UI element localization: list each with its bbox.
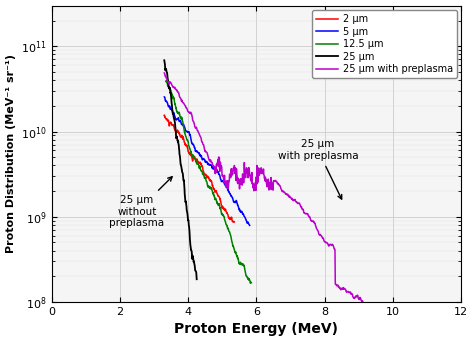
5 μm <box>212 166 218 170</box>
25 μm with preplasma <box>198 135 203 139</box>
12.5 μm <box>248 281 254 285</box>
12.5 μm <box>163 79 169 83</box>
12.5 μm <box>241 263 246 267</box>
5 μm <box>212 167 218 171</box>
2 μm <box>231 220 237 224</box>
25 μm with preplasma <box>366 310 372 314</box>
25 μm with preplasma <box>316 231 321 235</box>
12.5 μm <box>164 79 169 83</box>
12.5 μm <box>236 257 241 261</box>
Line: 12.5 μm: 12.5 μm <box>166 81 251 283</box>
5 μm <box>233 198 239 202</box>
25 μm <box>188 248 194 252</box>
25 μm <box>180 171 185 175</box>
2 μm <box>221 207 227 211</box>
5 μm <box>162 95 167 99</box>
25 μm with preplasma <box>214 164 220 168</box>
2 μm <box>203 173 209 177</box>
25 μm with preplasma <box>282 191 288 195</box>
2 μm <box>203 173 209 177</box>
25 μm <box>174 136 180 141</box>
2 μm <box>225 213 231 217</box>
25 μm <box>162 58 167 62</box>
Text: 25 μm
with preplasma: 25 μm with preplasma <box>278 140 358 199</box>
2 μm <box>231 220 237 224</box>
25 μm <box>172 120 178 124</box>
Line: 25 μm: 25 μm <box>164 60 197 279</box>
12.5 μm <box>247 281 253 285</box>
5 μm <box>239 209 245 213</box>
2 μm <box>204 174 210 178</box>
12.5 μm <box>216 202 221 206</box>
5 μm <box>162 95 167 99</box>
25 μm <box>184 208 190 212</box>
2 μm <box>162 113 167 117</box>
Line: 2 μm: 2 μm <box>164 115 234 222</box>
25 μm with preplasma <box>162 71 167 75</box>
Legend: 2 μm, 5 μm, 12.5 μm, 25 μm, 25 μm with preplasma: 2 μm, 5 μm, 12.5 μm, 25 μm, 25 μm with p… <box>312 10 456 78</box>
2 μm <box>162 115 168 119</box>
12.5 μm <box>214 200 220 204</box>
Text: 25 μm
without
preplasma: 25 μm without preplasma <box>109 177 172 228</box>
25 μm with preplasma <box>254 163 260 168</box>
5 μm <box>247 223 253 227</box>
5 μm <box>214 168 219 172</box>
25 μm with preplasma <box>298 205 304 209</box>
2 μm <box>162 113 167 117</box>
25 μm <box>194 277 200 281</box>
12.5 μm <box>214 201 219 205</box>
Y-axis label: Proton Distribution (MeV⁻¹ sr⁻¹): Proton Distribution (MeV⁻¹ sr⁻¹) <box>6 54 16 253</box>
Line: 5 μm: 5 μm <box>164 97 250 225</box>
X-axis label: Proton Energy (MeV): Proton Energy (MeV) <box>174 323 338 337</box>
25 μm <box>178 164 184 168</box>
12.5 μm <box>164 80 169 84</box>
Line: 25 μm with preplasma: 25 μm with preplasma <box>164 73 369 312</box>
